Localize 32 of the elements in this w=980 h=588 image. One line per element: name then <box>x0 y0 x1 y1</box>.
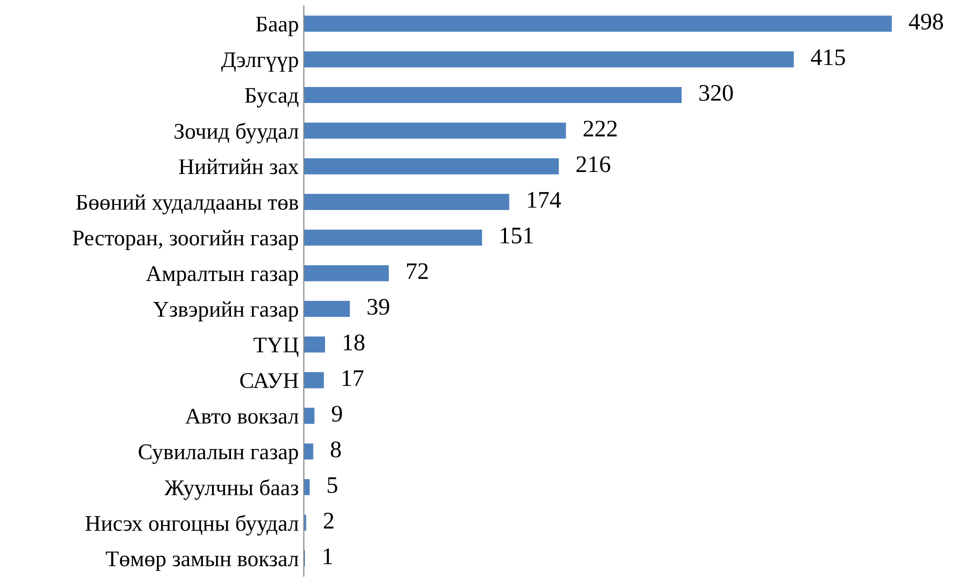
y-tick-label: Төмөр замын вокзал <box>106 552 298 571</box>
data-label: 72 <box>407 263 428 279</box>
y-tick-label: Бусад <box>244 88 298 108</box>
y-tick-label: ТҮЦ <box>254 338 298 357</box>
y-tick-label: Амралтын газар <box>146 266 298 286</box>
y-tick-label: Сувилалын газар <box>138 444 298 464</box>
data-label: 498 <box>908 14 943 30</box>
data-label: 216 <box>576 156 610 172</box>
y-tick-label: Нисэх онгоцны буудал <box>85 514 298 536</box>
data-label: 18 <box>344 334 364 350</box>
data-label: 1 <box>324 548 332 564</box>
y-tick-label: САУН <box>240 373 298 388</box>
y-tick-label: Авто вокзал <box>185 408 298 424</box>
y-tick-label: Үзвэрийн газар <box>153 301 298 322</box>
data-label: 222 <box>584 120 617 136</box>
y-tick-label: Дэлгүүр <box>221 52 298 72</box>
data-label: 320 <box>699 84 733 101</box>
data-label: 39 <box>368 298 390 315</box>
data-label: 9 <box>332 406 342 422</box>
data-label: 8 <box>330 441 341 458</box>
data-label: 2 <box>324 512 334 528</box>
y-tick-label: Ресторан, зоогийн газар <box>72 230 298 250</box>
y-tick-label: Нийтийн зах <box>179 158 299 174</box>
y-tick-label: Жуулчны бааз <box>164 479 298 500</box>
data-label: 17 <box>342 370 364 386</box>
data-label: 174 <box>528 192 561 208</box>
y-tick-label: Баар <box>256 16 298 36</box>
data-label: 5 <box>328 477 338 494</box>
data-label: 415 <box>810 49 845 66</box>
y-tick-label: Зочид буудал <box>174 122 298 144</box>
y-tick-label: Бөөний худалдааны төв <box>76 194 298 214</box>
data-label: 151 <box>500 228 533 244</box>
